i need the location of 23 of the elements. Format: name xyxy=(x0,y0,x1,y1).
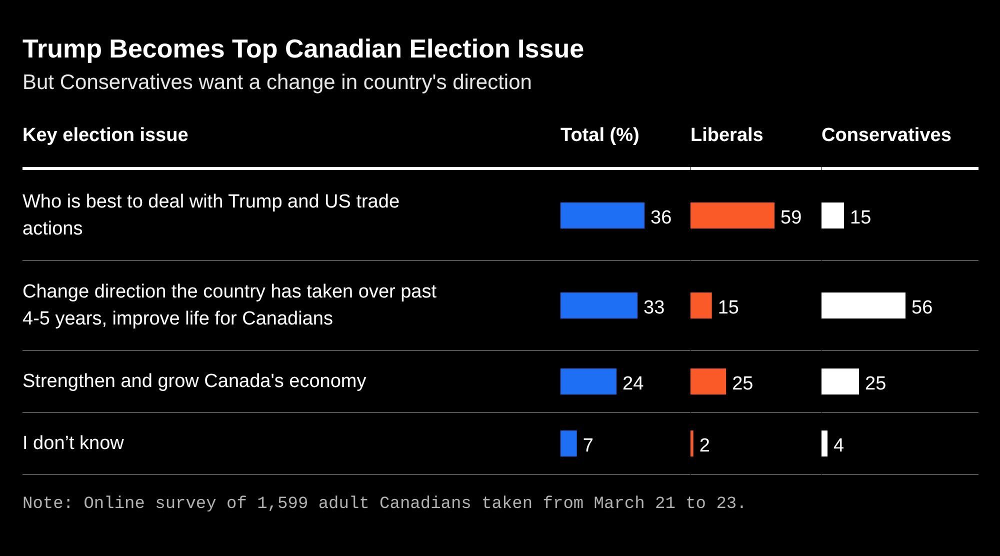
y-tick-label: Strengthen and grow Canada's economy xyxy=(22,371,367,392)
data-label: 7 xyxy=(582,436,594,456)
text: Liberals xyxy=(690,125,764,146)
y-tick-label: Change direction the country has taken over past 4-5 years, improve life for Canadians xyxy=(22,282,438,330)
data-label: 24 xyxy=(622,374,644,394)
data-label: 56 xyxy=(912,298,933,318)
y-tick-label: I don’t know xyxy=(22,433,124,454)
data-label: 15 xyxy=(850,208,872,228)
data-label: 33 xyxy=(644,298,665,318)
text: Note: Online survey of 1,599 adult Canadians taken from March 21 to 23. xyxy=(22,495,747,514)
data-label: 59 xyxy=(780,208,802,228)
data-label: 15 xyxy=(718,298,739,318)
data-label: 36 xyxy=(650,208,672,228)
y-tick-label: Who is best to deal with Trump and US trade actions xyxy=(22,192,400,240)
data-label: 4 xyxy=(834,436,844,456)
text: Conservatives xyxy=(822,125,952,146)
data-label: 25 xyxy=(865,374,886,394)
data-label: 2 xyxy=(699,436,710,456)
y-axis-title: Key election issue xyxy=(22,125,188,146)
text: Total (%) xyxy=(560,125,640,146)
data-label: 25 xyxy=(732,374,754,394)
text: Trump Becomes Top Canadian Election Issue xyxy=(22,34,584,64)
text: But Conservatives want a change in country's direction xyxy=(22,71,532,94)
